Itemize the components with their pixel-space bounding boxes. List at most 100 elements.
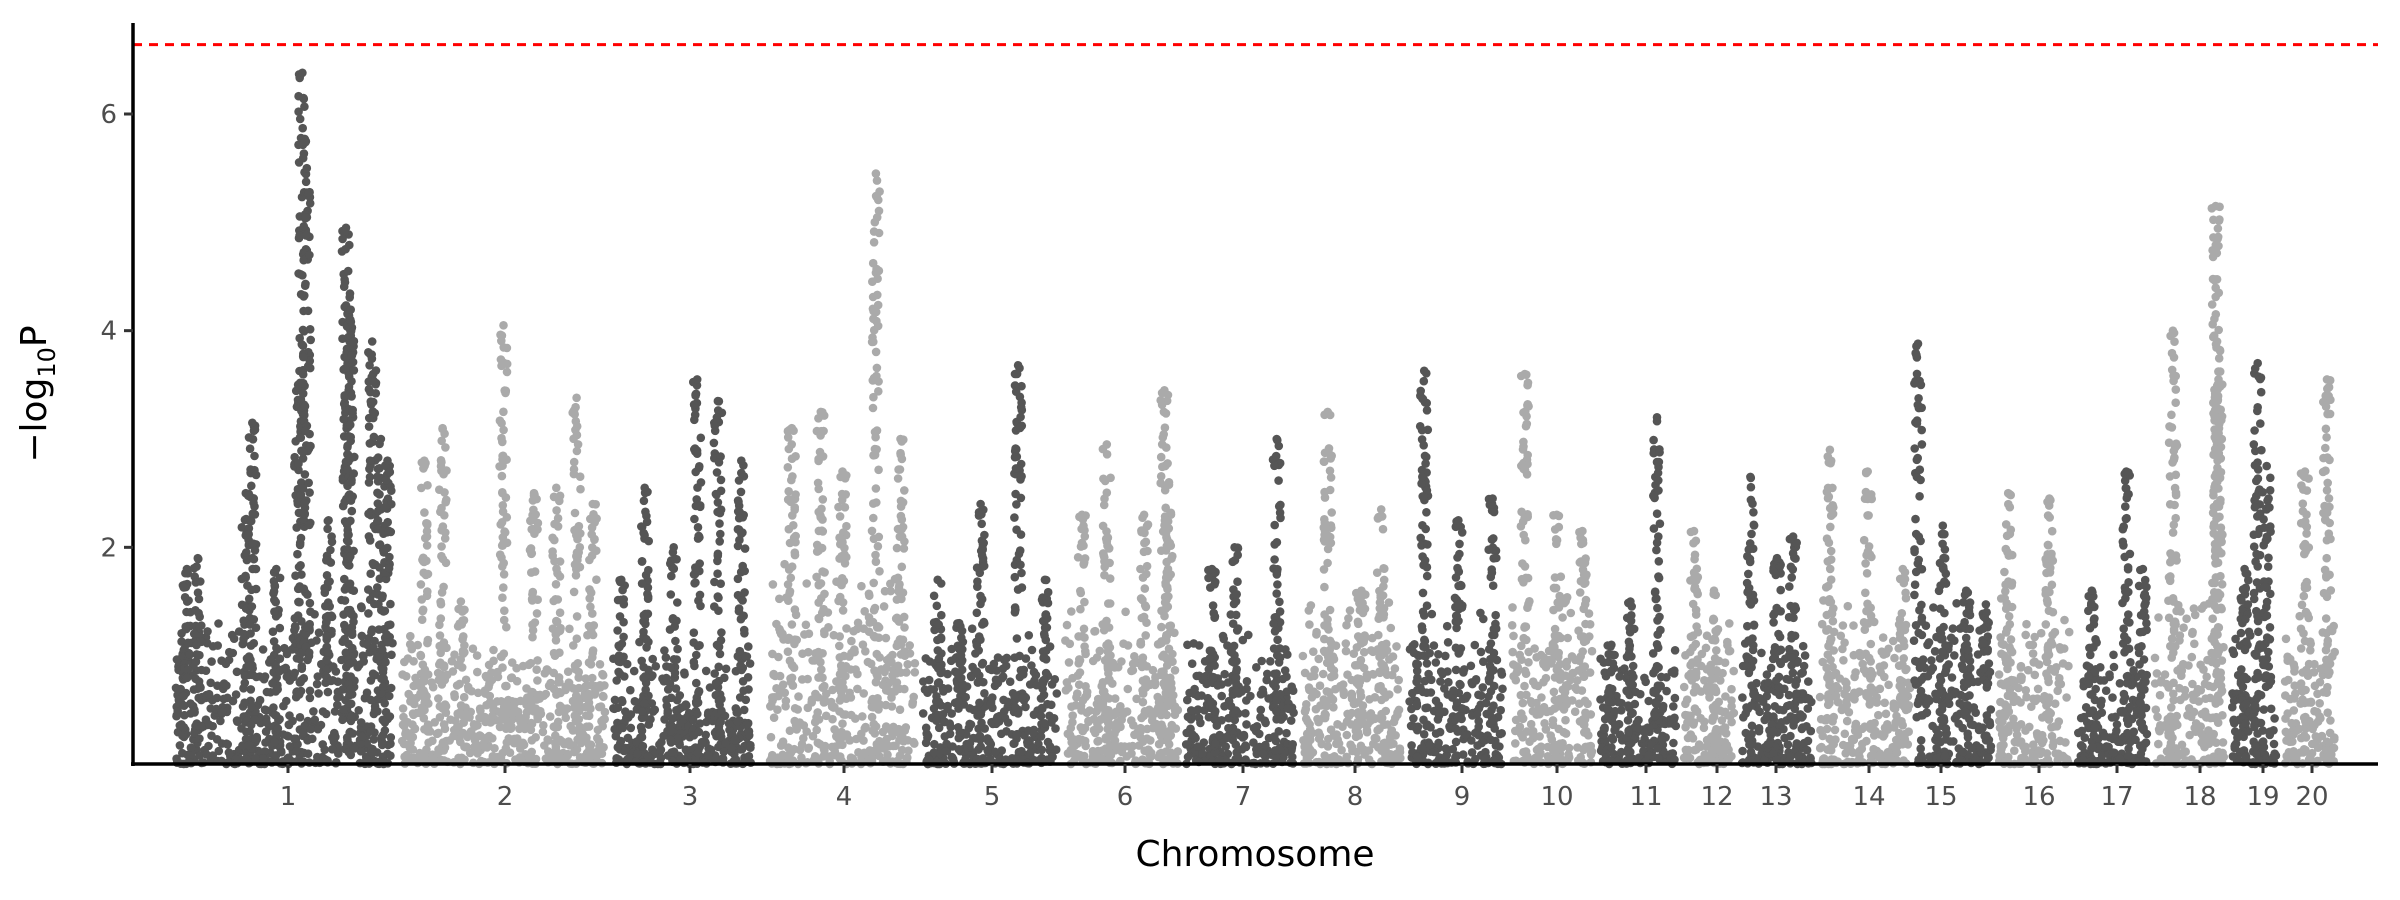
snp-point	[326, 545, 335, 555]
snp-point	[737, 529, 746, 538]
snp-point	[841, 662, 851, 671]
snp-point	[570, 661, 580, 670]
snp-point	[366, 569, 376, 578]
snp-point	[909, 737, 918, 747]
snp-point	[837, 535, 846, 545]
snp-point	[338, 715, 347, 725]
snp-point	[737, 456, 746, 466]
snp-point	[354, 706, 364, 715]
snp-point	[869, 238, 879, 247]
snp-point	[299, 352, 308, 362]
snp-point	[733, 541, 743, 551]
snp-point	[1166, 508, 1176, 518]
snp-point	[783, 580, 793, 589]
snp-point	[575, 472, 585, 482]
snp-point	[437, 542, 446, 551]
snp-point	[1219, 634, 1228, 644]
snp-point	[1089, 753, 1098, 763]
snp-point	[976, 599, 985, 609]
snp-point	[333, 677, 343, 686]
snp-point	[423, 670, 433, 679]
snp-point	[1110, 741, 1119, 751]
snp-point	[626, 685, 635, 695]
snp-point	[533, 676, 542, 685]
snp-point	[367, 337, 377, 346]
snp-point	[593, 725, 603, 735]
snp-point	[851, 714, 860, 723]
snp-point	[191, 606, 200, 615]
snp-point	[832, 677, 841, 686]
snp-point	[551, 723, 560, 732]
snp-point	[893, 474, 903, 483]
snp-point	[972, 608, 982, 618]
snp-point	[1103, 718, 1113, 727]
snp-point	[868, 277, 877, 287]
snp-point	[642, 635, 651, 644]
snp-point	[671, 684, 681, 693]
snp-point	[869, 578, 878, 588]
snp-point	[595, 660, 605, 669]
snp-point	[1320, 709, 1330, 719]
snp-point	[1194, 641, 1204, 650]
snp-point	[569, 587, 579, 597]
snp-point	[1052, 689, 1062, 698]
snp-point	[887, 693, 896, 702]
snp-point	[303, 306, 313, 316]
snp-point	[621, 707, 630, 716]
snp-point	[879, 741, 888, 750]
snp-point	[499, 321, 508, 330]
snp-point	[1121, 607, 1130, 617]
snp-point	[897, 515, 907, 524]
snp-point	[1231, 706, 1241, 715]
snp-point	[1079, 624, 1089, 634]
snp-point	[346, 552, 355, 561]
snp-point	[291, 623, 300, 633]
snp-point	[441, 443, 450, 452]
snp-point	[1017, 472, 1026, 481]
snp-point	[531, 733, 540, 742]
snp-point	[298, 271, 307, 280]
snp-point	[435, 713, 445, 722]
snp-point	[1306, 672, 1315, 681]
snp-point	[300, 509, 310, 518]
snp-point	[637, 557, 647, 566]
snp-point	[872, 498, 881, 507]
snp-point	[268, 627, 278, 636]
snp-point	[1325, 605, 1335, 615]
snp-point	[417, 483, 426, 493]
snp-point	[246, 629, 255, 638]
snp-point	[804, 647, 813, 657]
snp-point	[1320, 493, 1330, 502]
snp-point	[341, 648, 351, 658]
snp-point	[436, 648, 446, 658]
snp-point	[656, 745, 666, 755]
snp-point	[874, 195, 883, 205]
snp-point	[1166, 673, 1175, 683]
snp-point	[662, 695, 671, 705]
snp-point	[301, 231, 311, 240]
snp-point	[380, 545, 389, 555]
snp-point	[847, 636, 856, 646]
snp-point	[626, 723, 636, 733]
snp-point	[847, 648, 856, 658]
snp-point	[528, 587, 538, 597]
snp-point	[972, 667, 981, 676]
snp-point	[386, 733, 396, 742]
snp-point	[309, 707, 318, 716]
snp-point	[386, 683, 396, 693]
snp-point	[244, 529, 253, 539]
snp-point	[714, 696, 724, 706]
snp-point	[858, 712, 867, 721]
snp-point	[512, 663, 521, 673]
snp-point	[584, 689, 594, 699]
snp-point	[418, 606, 428, 616]
snp-point	[368, 669, 378, 678]
snp-point	[814, 454, 823, 464]
snp-point	[1341, 639, 1351, 648]
snp-point	[785, 750, 794, 759]
snp-point	[637, 522, 646, 531]
snp-point	[775, 594, 784, 604]
snp-point	[871, 677, 881, 687]
snp-point	[207, 731, 216, 740]
snp-point	[502, 343, 512, 353]
